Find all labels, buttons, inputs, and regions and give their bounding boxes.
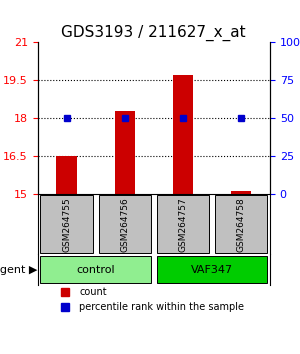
FancyBboxPatch shape xyxy=(98,195,151,253)
Text: agent ▶: agent ▶ xyxy=(0,265,38,275)
Text: count: count xyxy=(79,287,107,297)
FancyBboxPatch shape xyxy=(157,256,267,283)
Text: GSM264755: GSM264755 xyxy=(62,197,71,252)
Text: control: control xyxy=(76,265,115,275)
Bar xyxy=(56,156,77,194)
Text: GSM264757: GSM264757 xyxy=(178,197,187,252)
Text: GSM264758: GSM264758 xyxy=(236,197,245,252)
Bar xyxy=(172,75,193,194)
FancyBboxPatch shape xyxy=(157,195,209,253)
FancyBboxPatch shape xyxy=(40,256,151,283)
Title: GDS3193 / 211627_x_at: GDS3193 / 211627_x_at xyxy=(61,25,246,41)
FancyBboxPatch shape xyxy=(40,195,93,253)
Bar xyxy=(231,192,251,194)
Text: GSM264756: GSM264756 xyxy=(120,197,129,252)
FancyBboxPatch shape xyxy=(215,195,267,253)
Text: VAF347: VAF347 xyxy=(191,265,233,275)
Text: percentile rank within the sample: percentile rank within the sample xyxy=(79,302,244,313)
Bar xyxy=(115,110,135,194)
